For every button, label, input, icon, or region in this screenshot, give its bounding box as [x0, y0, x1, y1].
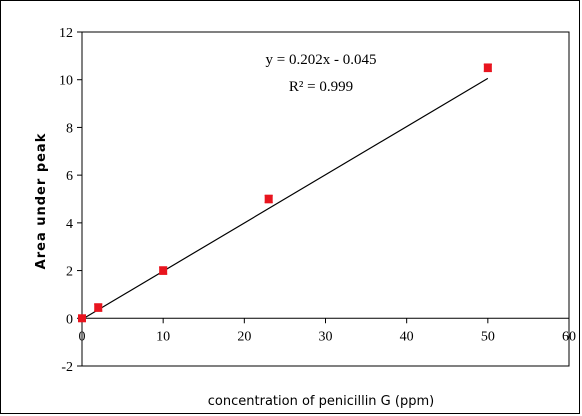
y-tick-label: -2	[61, 360, 73, 375]
x-tick-label: 20	[237, 329, 251, 344]
y-tick-label: 4	[66, 217, 73, 232]
y-tick-label: 12	[59, 26, 73, 41]
y-tick-label: 8	[66, 121, 73, 136]
r-squared-label: R² = 0.999	[289, 79, 353, 95]
trendline-group	[81, 77, 489, 320]
x-tick-label: 40	[400, 329, 414, 344]
x-axis-title: concentration of penicillin G (ppm)	[208, 394, 434, 409]
data-point	[264, 195, 273, 203]
equation-label: y = 0.202x - 0.045	[266, 52, 377, 68]
y-tick-label: 0	[66, 312, 73, 327]
x-tick-label: 30	[319, 329, 333, 344]
x-tick-label: 0	[79, 329, 86, 344]
trendline	[81, 77, 489, 320]
x-tick-label: 50	[481, 329, 495, 344]
x-tick-label: 60	[562, 329, 576, 344]
y-tick-label: 2	[66, 265, 73, 280]
data-point	[94, 303, 103, 312]
y-axis-ticks: -2 0 2 4 6 8 10 12	[59, 26, 82, 375]
x-tick-label: 10	[156, 329, 170, 344]
y-tick-label: 6	[66, 169, 73, 184]
y-tick-label: 10	[59, 74, 73, 89]
data-point	[78, 314, 86, 323]
data-points	[78, 63, 492, 323]
data-point	[483, 63, 492, 72]
x-axis-ticks: 0 10 20 30 40 50 60	[79, 318, 576, 344]
data-point	[159, 266, 168, 275]
y-axis-title: Area under peak	[34, 133, 49, 270]
